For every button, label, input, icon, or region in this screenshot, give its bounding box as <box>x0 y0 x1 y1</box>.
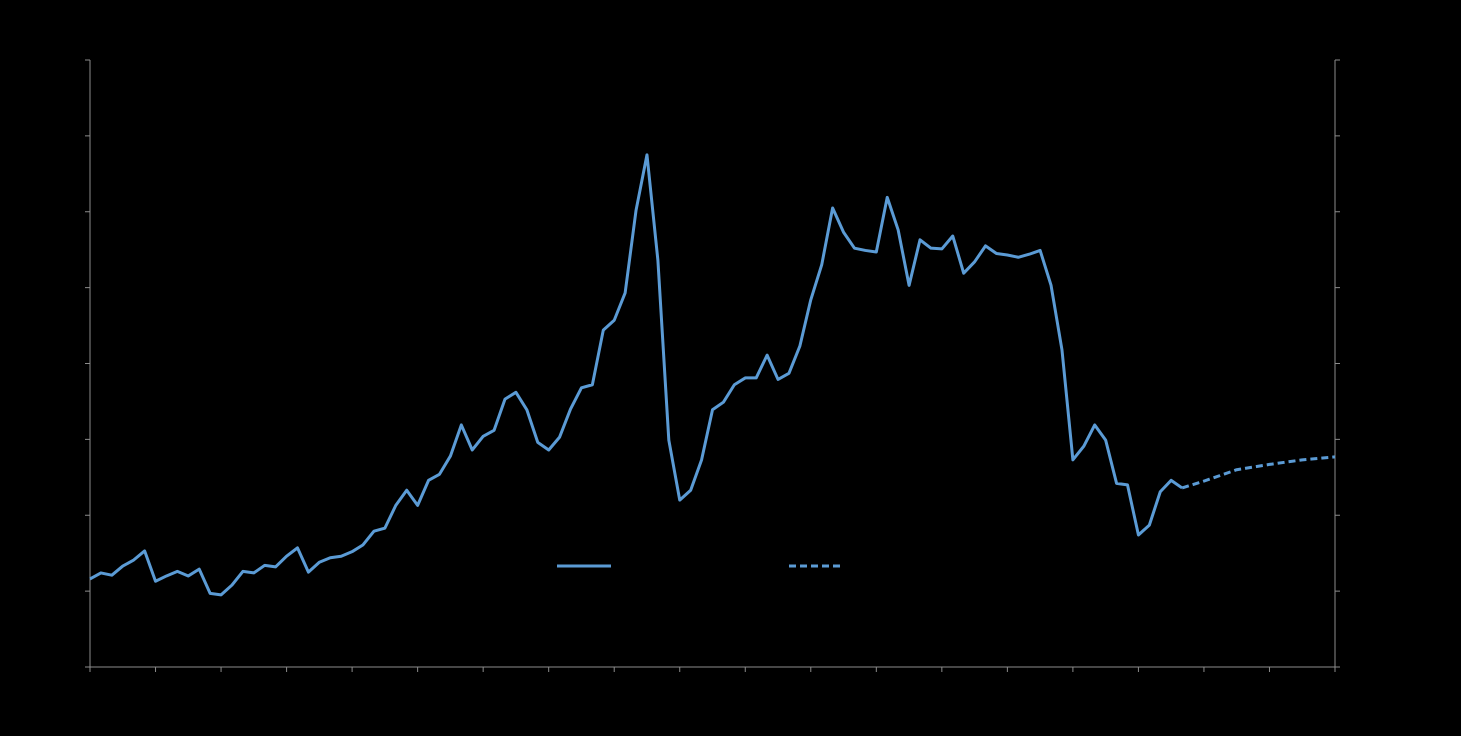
line-series <box>1181 455 1336 490</box>
line-series <box>89 153 1183 597</box>
